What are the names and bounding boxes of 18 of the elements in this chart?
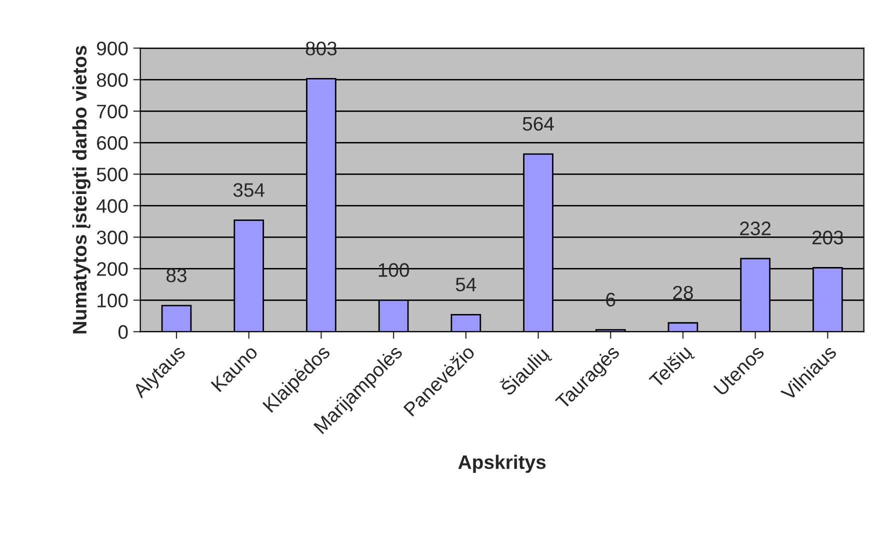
y-tick-label: 500 (96, 168, 128, 182)
y-tick-label: 100 (98, 294, 128, 308)
x-axis-title: Apskritys (458, 454, 546, 473)
y-tick-label: 200 (97, 262, 128, 276)
y-tick-label: 0 (118, 325, 128, 339)
y-tick-label: 400 (96, 199, 128, 213)
y-axis-title: Numatytos įsteigti darbo vietos (72, 46, 91, 334)
data-label: 232 (740, 222, 771, 236)
y-tick-label: 300 (96, 230, 128, 244)
data-label: 354 (233, 183, 264, 197)
y-tick-label: 800 (96, 73, 128, 87)
y-tick-label: 600 (97, 136, 128, 150)
y-tick-label: 900 (96, 42, 128, 56)
data-label: 564 (522, 116, 554, 131)
data-label: 28 (673, 286, 693, 300)
data-label: 83 (166, 268, 186, 282)
data-label: 54 (456, 278, 476, 292)
y-tick-label: 700 (97, 104, 128, 118)
